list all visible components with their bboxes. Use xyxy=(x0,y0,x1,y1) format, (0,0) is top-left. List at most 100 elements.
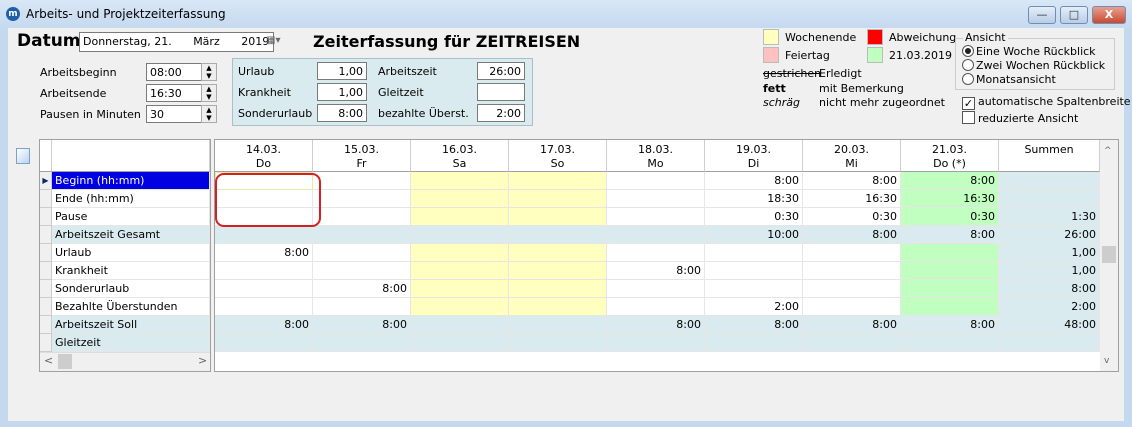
column-header[interactable]: 14.03. Do xyxy=(215,140,313,172)
grid-cell[interactable] xyxy=(313,334,411,352)
grid-cell[interactable] xyxy=(313,172,411,190)
row-label[interactable]: Krankheit xyxy=(52,262,210,280)
row-indicator[interactable] xyxy=(40,262,52,280)
grid-cell[interactable] xyxy=(509,172,607,190)
row-indicator[interactable] xyxy=(40,298,52,316)
grid-cell[interactable]: 8:00 xyxy=(901,316,999,334)
row-indicator[interactable] xyxy=(40,226,52,244)
grid-cell[interactable] xyxy=(803,262,901,280)
grid-cell[interactable] xyxy=(215,226,313,244)
row-label[interactable]: Ende (hh:mm) xyxy=(52,190,210,208)
grid-cell[interactable] xyxy=(215,190,313,208)
grid-cell[interactable] xyxy=(313,298,411,316)
grid-cell[interactable] xyxy=(607,244,705,262)
row-label[interactable]: Arbeitszeit Gesamt xyxy=(52,226,210,244)
grid-cell[interactable]: 2:00 xyxy=(999,298,1100,316)
row-label[interactable]: Bezahlte Überstunden xyxy=(52,298,210,316)
spinner-icon[interactable]: ▲ ▼ xyxy=(201,63,217,81)
row-label[interactable]: Beginn (hh:mm) xyxy=(52,172,210,190)
scrollbar-thumb[interactable] xyxy=(1102,246,1116,263)
row-label[interactable]: Sonderurlaub xyxy=(52,280,210,298)
input-1-field[interactable]: 16:30 xyxy=(146,84,202,102)
grid-cell[interactable]: 16:30 xyxy=(803,190,901,208)
grid-cell[interactable] xyxy=(803,334,901,352)
auto-width-checkbox[interactable]: ✓ automatische Spaltenbreite xyxy=(962,95,1131,110)
grid-cell[interactable]: 18:30 xyxy=(705,190,803,208)
grid-cell[interactable] xyxy=(313,190,411,208)
grid-cell[interactable]: 2:00 xyxy=(705,298,803,316)
grid-cell[interactable] xyxy=(313,244,411,262)
reduced-view-checkbox[interactable]: reduzierte Ansicht xyxy=(962,111,1078,125)
column-header[interactable]: 19.03. Di xyxy=(705,140,803,172)
view-option-0[interactable]: Eine Woche Rückblick xyxy=(962,45,1096,58)
column-header[interactable]: 17.03. So xyxy=(509,140,607,172)
grid-cell[interactable]: 8:00 xyxy=(901,172,999,190)
grid-cell[interactable]: 1:30 xyxy=(999,208,1100,226)
grid-cell[interactable] xyxy=(999,334,1100,352)
grid-cell[interactable] xyxy=(313,262,411,280)
grid-cell[interactable]: 16:30 xyxy=(901,190,999,208)
scroll-right-icon[interactable]: > xyxy=(198,354,208,367)
row-label[interactable]: Urlaub xyxy=(52,244,210,262)
grid-cell[interactable] xyxy=(509,334,607,352)
grid-cell[interactable] xyxy=(901,298,999,316)
column-header[interactable]: 16.03. Sa xyxy=(411,140,509,172)
row-indicator[interactable] xyxy=(40,208,52,226)
grid-cell[interactable] xyxy=(215,298,313,316)
grid-cell[interactable] xyxy=(411,208,509,226)
grid-cell[interactable]: 8:00 xyxy=(313,280,411,298)
row-indicator[interactable] xyxy=(40,244,52,262)
spinner-icon[interactable]: ▲ ▼ xyxy=(201,84,217,102)
grid-cell[interactable]: 8:00 xyxy=(999,280,1100,298)
grid-cell[interactable] xyxy=(999,172,1100,190)
grid-cell[interactable]: 8:00 xyxy=(215,316,313,334)
grid-cell[interactable]: 8:00 xyxy=(215,244,313,262)
column-header[interactable]: Summen xyxy=(999,140,1100,172)
column-header[interactable]: 18.03. Mo xyxy=(607,140,705,172)
grid-cell[interactable]: 8:00 xyxy=(901,226,999,244)
grid-cell[interactable] xyxy=(411,334,509,352)
grid-cell[interactable] xyxy=(901,280,999,298)
grid-cell[interactable] xyxy=(705,334,803,352)
grid-cell[interactable] xyxy=(411,262,509,280)
grid-cell[interactable] xyxy=(607,208,705,226)
row-indicator[interactable] xyxy=(40,316,52,334)
grid-cell[interactable] xyxy=(411,280,509,298)
grid-cell[interactable]: 8:00 xyxy=(803,226,901,244)
grid-cell[interactable] xyxy=(509,190,607,208)
grid-cell[interactable] xyxy=(411,226,509,244)
grid-cell[interactable] xyxy=(607,226,705,244)
grid-cell[interactable] xyxy=(901,334,999,352)
new-document-icon[interactable] xyxy=(16,148,30,164)
grid-cell[interactable] xyxy=(215,334,313,352)
grid-cell[interactable]: 8:00 xyxy=(803,316,901,334)
grid-cell[interactable] xyxy=(509,316,607,334)
grid-cell[interactable] xyxy=(705,262,803,280)
grid-cell[interactable] xyxy=(509,298,607,316)
grid-cell[interactable]: 0:30 xyxy=(705,208,803,226)
scroll-up-icon[interactable]: ^ xyxy=(1104,146,1112,156)
grid-cell[interactable]: 8:00 xyxy=(705,316,803,334)
grid-cell[interactable] xyxy=(607,280,705,298)
grid-cell[interactable] xyxy=(803,244,901,262)
grid-cell[interactable] xyxy=(803,280,901,298)
grid-cell[interactable]: 8:00 xyxy=(607,316,705,334)
grid-cell[interactable] xyxy=(509,208,607,226)
horizontal-scrollbar[interactable] xyxy=(40,352,210,371)
grid-cell[interactable] xyxy=(509,226,607,244)
row-indicator[interactable] xyxy=(40,190,52,208)
grid-cell[interactable] xyxy=(215,262,313,280)
view-option-2[interactable]: Monatsansicht xyxy=(962,73,1056,86)
grid-cell[interactable] xyxy=(313,226,411,244)
grid-cell[interactable] xyxy=(607,334,705,352)
grid-cell[interactable]: 8:00 xyxy=(705,172,803,190)
column-header[interactable]: 21.03. Do (*) xyxy=(901,140,999,172)
grid-cell[interactable]: 8:00 xyxy=(803,172,901,190)
grid-cell[interactable]: 48:00 xyxy=(999,316,1100,334)
minimize-button[interactable]: — xyxy=(1028,6,1056,24)
grid-cell[interactable] xyxy=(215,280,313,298)
close-button[interactable]: X xyxy=(1092,6,1126,24)
column-header[interactable]: 15.03. Fr xyxy=(313,140,411,172)
grid-cell[interactable] xyxy=(803,298,901,316)
grid-cell[interactable] xyxy=(411,316,509,334)
